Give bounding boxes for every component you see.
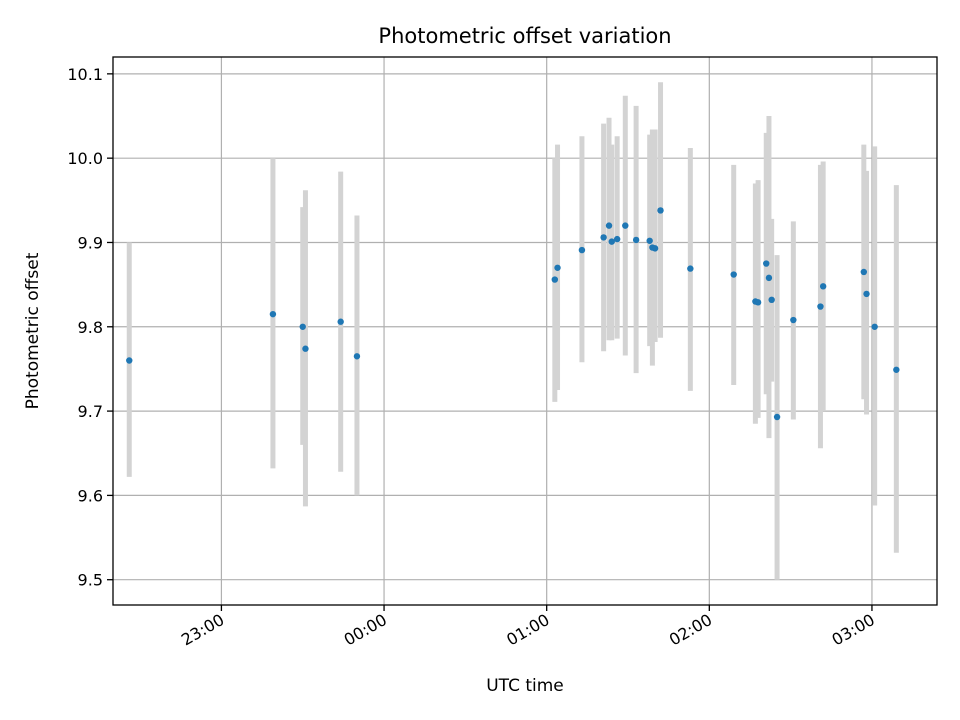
data-point <box>730 271 737 278</box>
data-point <box>269 310 277 318</box>
data-point <box>600 234 607 241</box>
y-tick-label: 9.8 <box>78 318 103 337</box>
x-tick-label: 02:00 <box>666 610 715 650</box>
data-point <box>353 353 361 360</box>
data-point <box>554 264 561 271</box>
data-point <box>551 276 559 283</box>
grid <box>113 57 937 605</box>
y-tick-label: 9.6 <box>78 486 103 505</box>
data-point <box>646 237 653 244</box>
x-axis-ticks: 23:00 00:00 01:00 02:00 03:00 <box>178 605 878 650</box>
x-tick-label: 00:00 <box>341 610 390 650</box>
data-point <box>763 260 770 267</box>
data-point <box>299 323 306 330</box>
data-point <box>605 222 613 229</box>
data-point <box>790 316 797 324</box>
data-point <box>578 246 586 254</box>
y-tick-label: 10.1 <box>67 65 103 84</box>
data-points <box>126 207 900 421</box>
data-point <box>765 274 773 282</box>
data-point <box>613 235 621 243</box>
y-tick-label: 10.0 <box>67 149 103 168</box>
data-point <box>860 268 868 276</box>
chart-title: Photometric offset variation <box>378 24 671 48</box>
data-point <box>337 318 344 325</box>
data-point <box>632 236 640 244</box>
y-axis-ticks: 9.5 9.6 9.7 9.8 9.9 10.0 10.1 <box>67 65 113 590</box>
data-point <box>651 245 659 252</box>
x-tick-label: 01:00 <box>503 610 552 650</box>
data-point <box>871 323 878 330</box>
error-bars <box>126 82 899 580</box>
plot-area-frame <box>112 56 938 606</box>
data-point <box>302 345 309 352</box>
data-point <box>819 283 827 290</box>
y-axis-label: Photometric offset <box>23 252 43 409</box>
data-point <box>773 413 781 421</box>
x-tick-label: 23:00 <box>178 610 227 650</box>
data-point <box>687 265 694 272</box>
data-point <box>622 222 629 229</box>
data-point <box>657 207 664 214</box>
y-tick-label: 9.5 <box>78 571 103 590</box>
data-point <box>817 303 824 310</box>
data-point <box>126 357 133 364</box>
y-tick-label: 9.7 <box>78 402 103 421</box>
data-point <box>768 296 775 304</box>
data-point <box>863 290 870 298</box>
data-point <box>893 366 900 373</box>
data-point <box>608 238 615 245</box>
x-tick-label: 03:00 <box>829 610 878 650</box>
y-tick-label: 9.9 <box>78 233 103 252</box>
x-axis-label: UTC time <box>486 676 564 696</box>
data-point <box>754 299 762 306</box>
